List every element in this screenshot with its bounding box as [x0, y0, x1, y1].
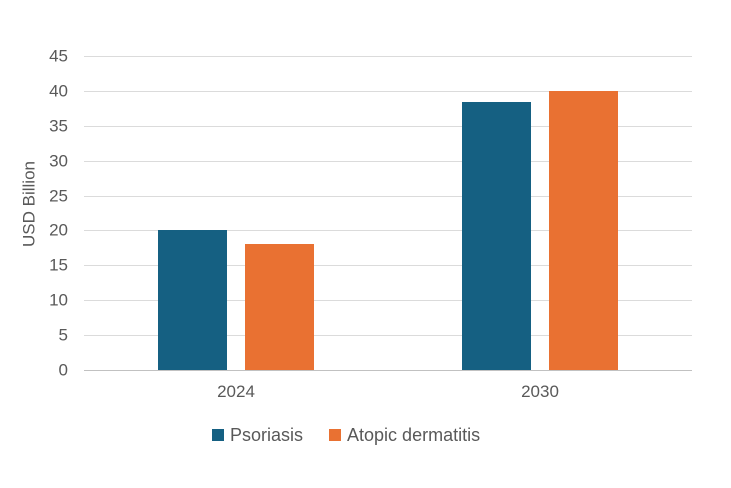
y-tick-label: 0: [58, 360, 68, 380]
legend: Psoriasis Atopic dermatitis: [212, 426, 480, 444]
x-category-label: 2024: [217, 382, 255, 401]
gridline: [84, 90, 692, 92]
y-tick-label: 10: [49, 290, 68, 310]
x-axis-line: [84, 370, 692, 371]
y-tick-label: 5: [58, 325, 68, 345]
bar: [158, 230, 227, 370]
legend-item: Psoriasis: [212, 426, 303, 444]
legend-swatch: [212, 429, 224, 441]
gridline: [84, 195, 692, 197]
bar: [462, 102, 531, 370]
y-tick-label: 15: [49, 255, 68, 275]
legend-label: Psoriasis: [230, 425, 304, 445]
bar: [245, 244, 314, 370]
gridline: [84, 265, 692, 267]
x-category-label: 2030: [521, 382, 559, 401]
gridline: [84, 335, 692, 337]
legend-label: Atopic dermatitis: [347, 425, 481, 445]
y-tick-label: 30: [49, 151, 68, 171]
gridline: [84, 160, 692, 162]
y-tick-label: 25: [49, 186, 68, 206]
bar: [549, 90, 618, 370]
y-tick-label: 40: [49, 81, 68, 101]
legend-swatch: [329, 429, 342, 441]
legend-item: Atopic dermatitis: [329, 426, 480, 444]
gridline: [84, 125, 692, 127]
gridline: [84, 300, 692, 302]
y-tick-label: 45: [49, 46, 68, 66]
y-tick-label: 20: [49, 220, 68, 240]
gridline: [84, 56, 692, 57]
gridline: [84, 230, 692, 232]
y-tick-label: 35: [49, 116, 68, 136]
